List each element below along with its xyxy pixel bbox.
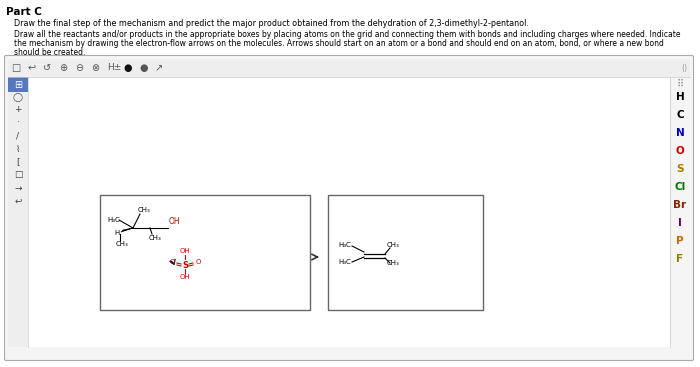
Text: /: / [17,131,20,141]
Bar [28,77,670,347]
Bar [100,195,310,310]
Bar [8,77,28,92]
Text: S: S [182,261,188,269]
Text: ⊗: ⊗ [91,63,99,73]
Text: ·: · [17,119,20,127]
Text: □: □ [11,63,20,73]
Text: CH₃: CH₃ [387,242,400,248]
Text: □: □ [14,171,22,179]
Text: Cl: Cl [674,182,685,192]
Text: [: [ [16,157,20,167]
Text: should be created.: should be created. [14,48,85,57]
Text: O: O [195,259,201,265]
Bar [8,59,690,77]
Text: ◯: ◯ [13,92,23,102]
Bar [670,77,690,347]
Text: OH: OH [180,274,190,280]
Text: H±: H± [107,63,121,73]
Text: (): () [681,63,687,73]
Text: F: F [676,254,684,264]
Text: N: N [676,128,685,138]
Text: ⊞: ⊞ [14,80,22,90]
Text: H₃C: H₃C [338,259,351,265]
Text: ↩: ↩ [14,196,22,206]
Text: ●: ● [123,63,132,73]
Text: O: O [676,146,685,156]
Text: ⊕: ⊕ [59,63,67,73]
Text: Part C: Part C [6,7,42,17]
Text: +: + [14,105,22,115]
FancyArrowPatch shape [170,259,175,264]
Text: ⊖: ⊖ [75,63,83,73]
Text: ↩: ↩ [27,63,35,73]
Text: OH: OH [180,248,190,254]
Text: H₃C: H₃C [338,242,351,248]
Text: Br: Br [673,200,687,210]
Bar [328,195,483,310]
Text: H₃C: H₃C [107,217,120,223]
Text: H: H [115,230,120,236]
Text: ⠿: ⠿ [676,79,684,89]
Text: ↺: ↺ [43,63,51,73]
Text: ↗: ↗ [155,63,163,73]
Text: →: → [14,184,22,193]
Text: P: P [676,236,684,246]
Text: CH₃: CH₃ [149,235,162,241]
Text: O: O [169,259,175,265]
Text: H: H [676,92,685,102]
Text: CH₃: CH₃ [116,241,129,247]
Text: CH₃: CH₃ [387,260,400,266]
Text: I: I [678,218,682,228]
Text: OH: OH [169,218,181,226]
Text: the mechanism by drawing the electron-flow arrows on the molecules. Arrows shoul: the mechanism by drawing the electron-fl… [14,39,664,48]
Text: ⌇: ⌇ [16,145,20,153]
Text: Draw the final step of the mechanism and predict the major product obtained from: Draw the final step of the mechanism and… [14,19,529,28]
Text: CH₃: CH₃ [138,207,150,213]
Text: S: S [676,164,684,174]
Text: ●: ● [139,63,148,73]
FancyBboxPatch shape [4,55,694,360]
Text: C: C [676,110,684,120]
Text: Draw all the reactants and/or products in the appropriate boxes by placing atoms: Draw all the reactants and/or products i… [14,30,680,39]
Bar [8,77,28,347]
